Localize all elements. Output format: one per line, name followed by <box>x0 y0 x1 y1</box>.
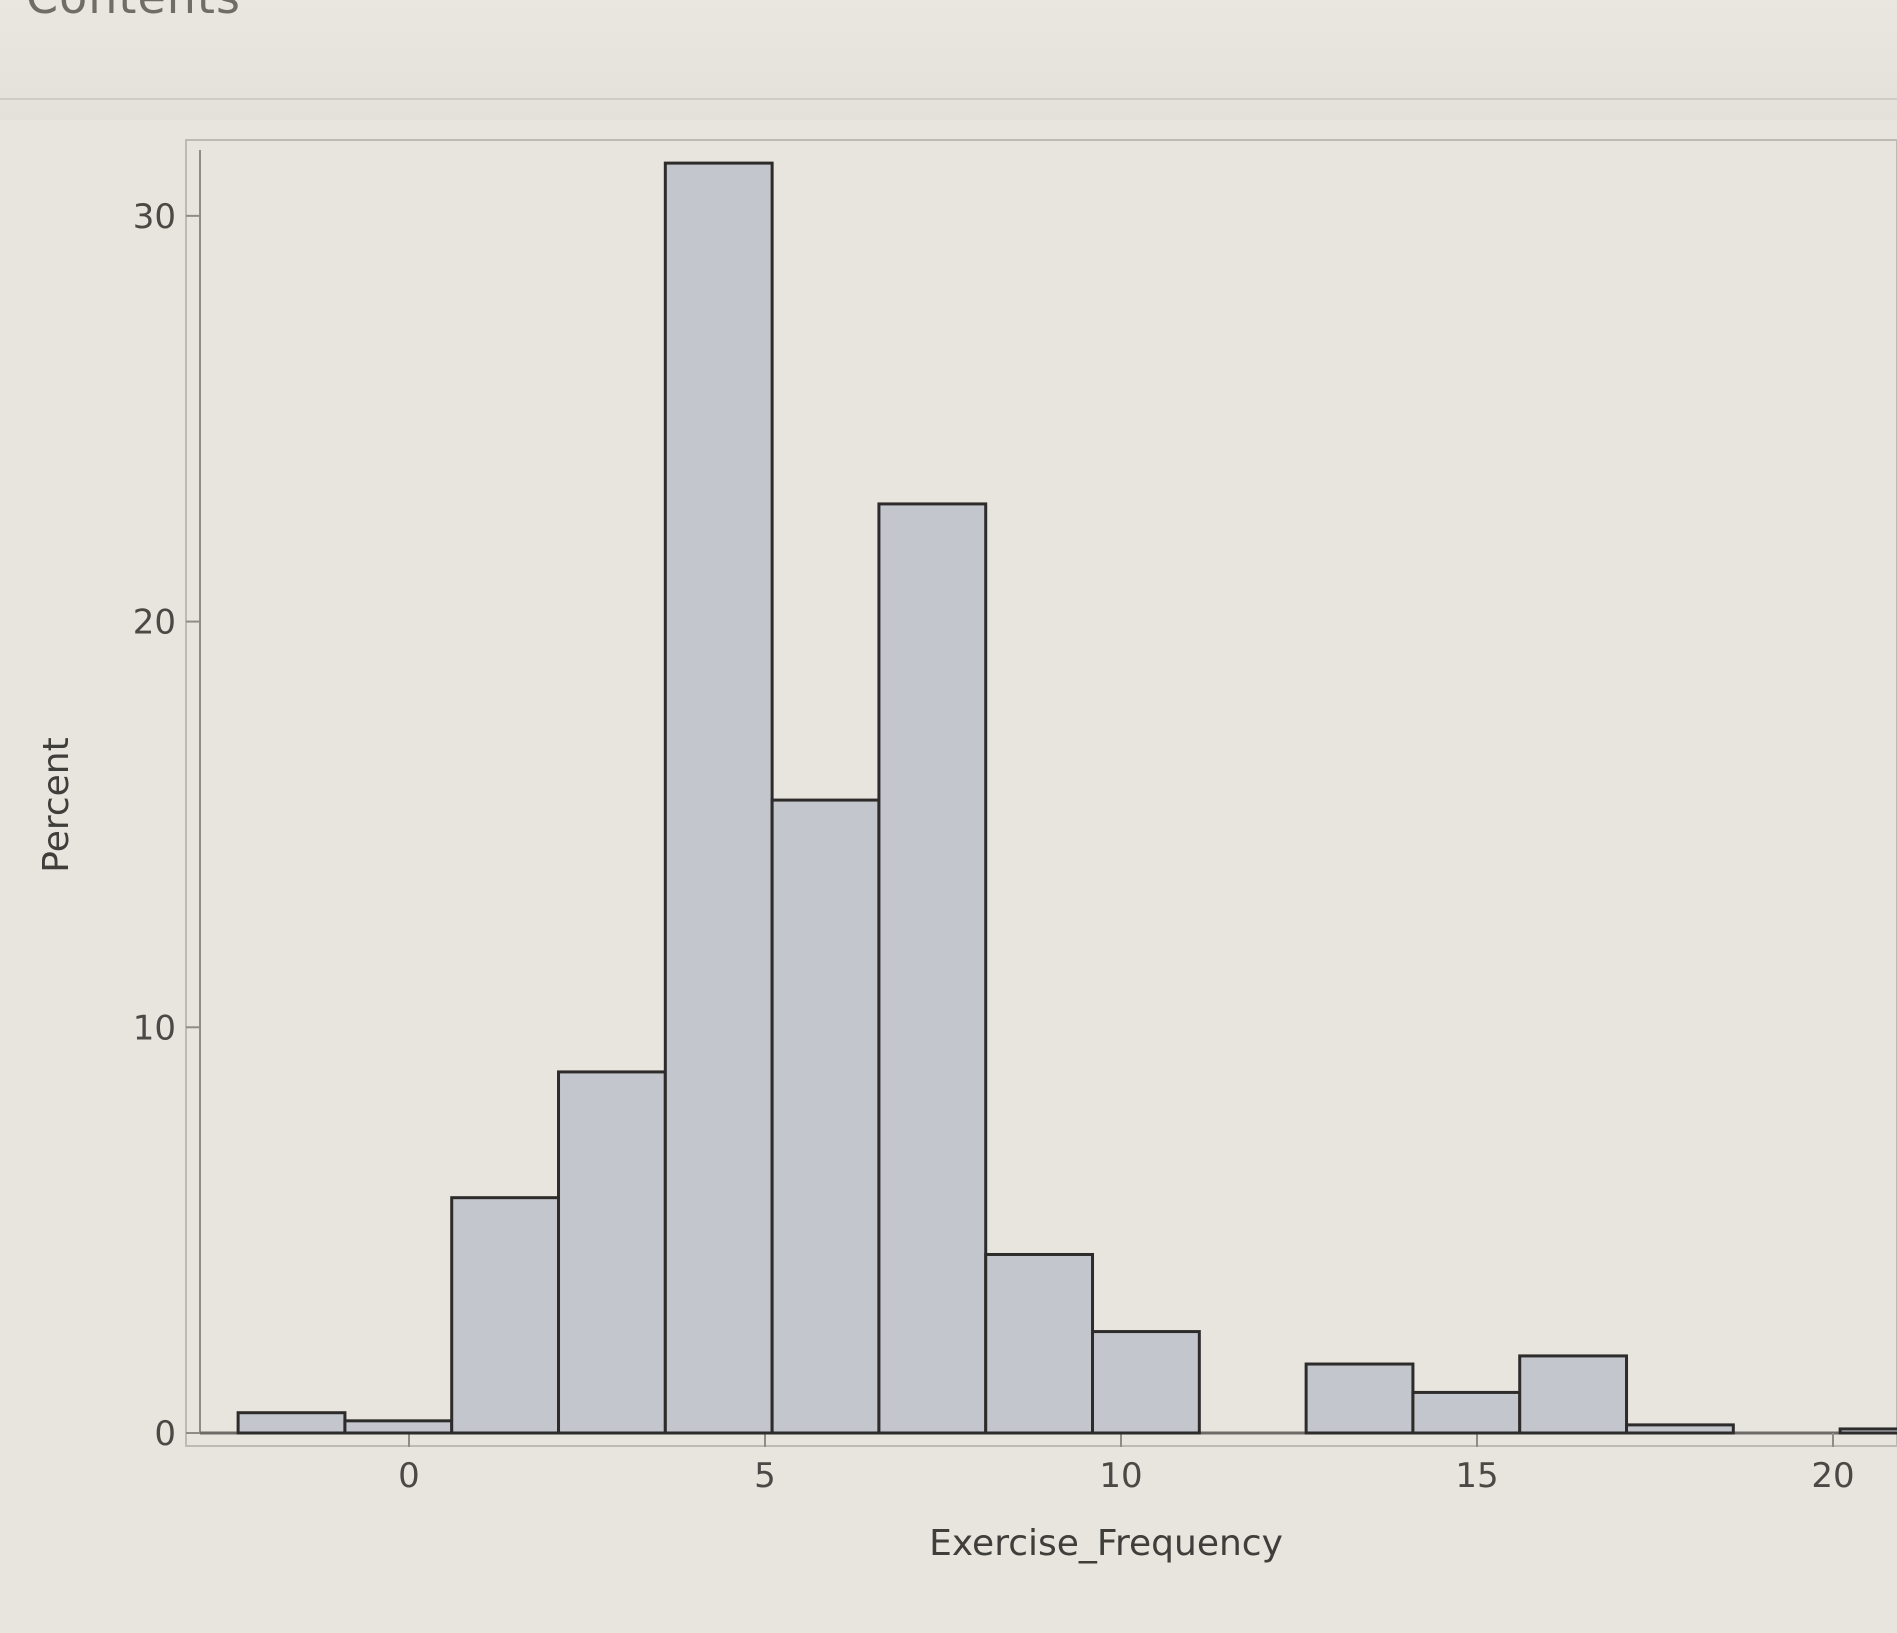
y-axis: 0 10 20 30 <box>133 150 201 1454</box>
histogram-bar-8 <box>1091 1330 1201 1435</box>
x-axis-title: Exercise_Frequency <box>929 1523 1283 1564</box>
histogram-bar-1 <box>343 1419 454 1435</box>
header-divider <box>0 98 1897 100</box>
y-tick-label-10: 10 <box>133 1008 176 1048</box>
histogram-bar-7 <box>984 1252 1095 1435</box>
histogram-bar-2 <box>450 1196 561 1435</box>
bar-series <box>236 161 1897 1435</box>
histogram-bar-0 <box>236 1411 347 1435</box>
x-tick-label-15: 15 <box>1455 1456 1498 1496</box>
y-tick-label-0: 0 <box>154 1414 176 1454</box>
histogram-bar-13 <box>1838 1427 1897 1435</box>
x-tick-label-5: 5 <box>754 1456 776 1496</box>
histogram-bar-11 <box>1518 1354 1629 1435</box>
plot-frame <box>185 139 1897 1447</box>
x-tick-label-0: 0 <box>398 1456 420 1496</box>
y-axis-title: Percent <box>36 737 77 872</box>
histogram-bar-12 <box>1625 1423 1735 1435</box>
histogram-bar-4 <box>663 161 774 1435</box>
x-tick-label-10: 10 <box>1099 1456 1142 1496</box>
x-tick-label-20: 20 <box>1811 1456 1854 1496</box>
histogram-bar-3 <box>557 1070 667 1435</box>
histogram-bar-10 <box>1411 1390 1522 1435</box>
histogram-bar-5 <box>770 798 881 1435</box>
y-tick-label-20: 20 <box>133 603 176 643</box>
page-header-strip: Contents <box>0 0 1897 120</box>
section-heading: Contents <box>26 0 241 24</box>
histogram-bar-9 <box>1304 1362 1415 1435</box>
histogram-bar-6 <box>877 502 988 1435</box>
x-axis: 0 5 10 15 20 <box>200 1431 1897 1496</box>
y-tick-label-30: 30 <box>133 197 176 237</box>
